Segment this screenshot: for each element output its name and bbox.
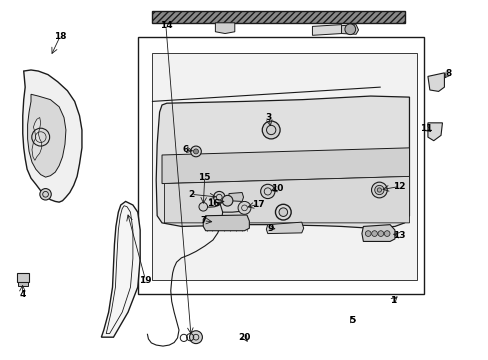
Polygon shape (162, 148, 408, 184)
Text: 16: 16 (206, 199, 219, 208)
Circle shape (377, 231, 383, 237)
Circle shape (374, 185, 383, 195)
Text: 1: 1 (389, 296, 395, 305)
Text: 8: 8 (444, 69, 450, 78)
Text: 15: 15 (198, 173, 210, 182)
Polygon shape (312, 24, 341, 35)
Text: 3: 3 (265, 113, 271, 122)
Text: 11: 11 (419, 124, 431, 133)
Text: 17: 17 (251, 200, 264, 209)
Text: 4: 4 (19, 290, 25, 299)
Polygon shape (32, 117, 41, 160)
Polygon shape (19, 282, 27, 287)
Text: 6: 6 (182, 145, 188, 154)
Circle shape (193, 149, 198, 154)
Text: 14: 14 (159, 21, 172, 30)
Polygon shape (152, 53, 416, 280)
Polygon shape (23, 70, 82, 202)
Circle shape (40, 189, 51, 200)
Circle shape (371, 182, 386, 198)
Polygon shape (341, 24, 358, 34)
Circle shape (376, 188, 381, 192)
Circle shape (344, 24, 355, 35)
Polygon shape (101, 202, 140, 337)
Circle shape (238, 202, 250, 214)
Circle shape (371, 231, 377, 237)
Circle shape (190, 146, 201, 157)
Text: 18: 18 (54, 32, 66, 41)
Circle shape (365, 231, 370, 237)
Circle shape (279, 208, 287, 216)
Text: 5: 5 (348, 315, 355, 324)
Circle shape (222, 195, 232, 206)
Text: 7: 7 (200, 216, 206, 225)
Text: 12: 12 (393, 182, 405, 191)
Polygon shape (18, 273, 28, 282)
Circle shape (384, 231, 389, 237)
Text: 9: 9 (267, 224, 274, 233)
Polygon shape (156, 96, 408, 228)
Text: 20: 20 (238, 333, 250, 342)
Text: 19: 19 (139, 275, 151, 284)
Polygon shape (203, 215, 249, 231)
Circle shape (213, 192, 224, 203)
Polygon shape (228, 193, 243, 202)
Text: 13: 13 (393, 231, 405, 240)
Circle shape (199, 203, 207, 211)
Circle shape (262, 121, 280, 139)
Text: 10: 10 (271, 184, 283, 193)
Polygon shape (361, 225, 394, 242)
Polygon shape (27, 94, 66, 177)
Polygon shape (215, 23, 234, 33)
Polygon shape (152, 12, 404, 23)
Polygon shape (427, 73, 444, 91)
Text: 2: 2 (187, 190, 194, 199)
Polygon shape (266, 222, 303, 234)
Circle shape (189, 331, 202, 343)
Circle shape (260, 184, 274, 199)
Polygon shape (164, 176, 408, 223)
Polygon shape (427, 123, 442, 141)
